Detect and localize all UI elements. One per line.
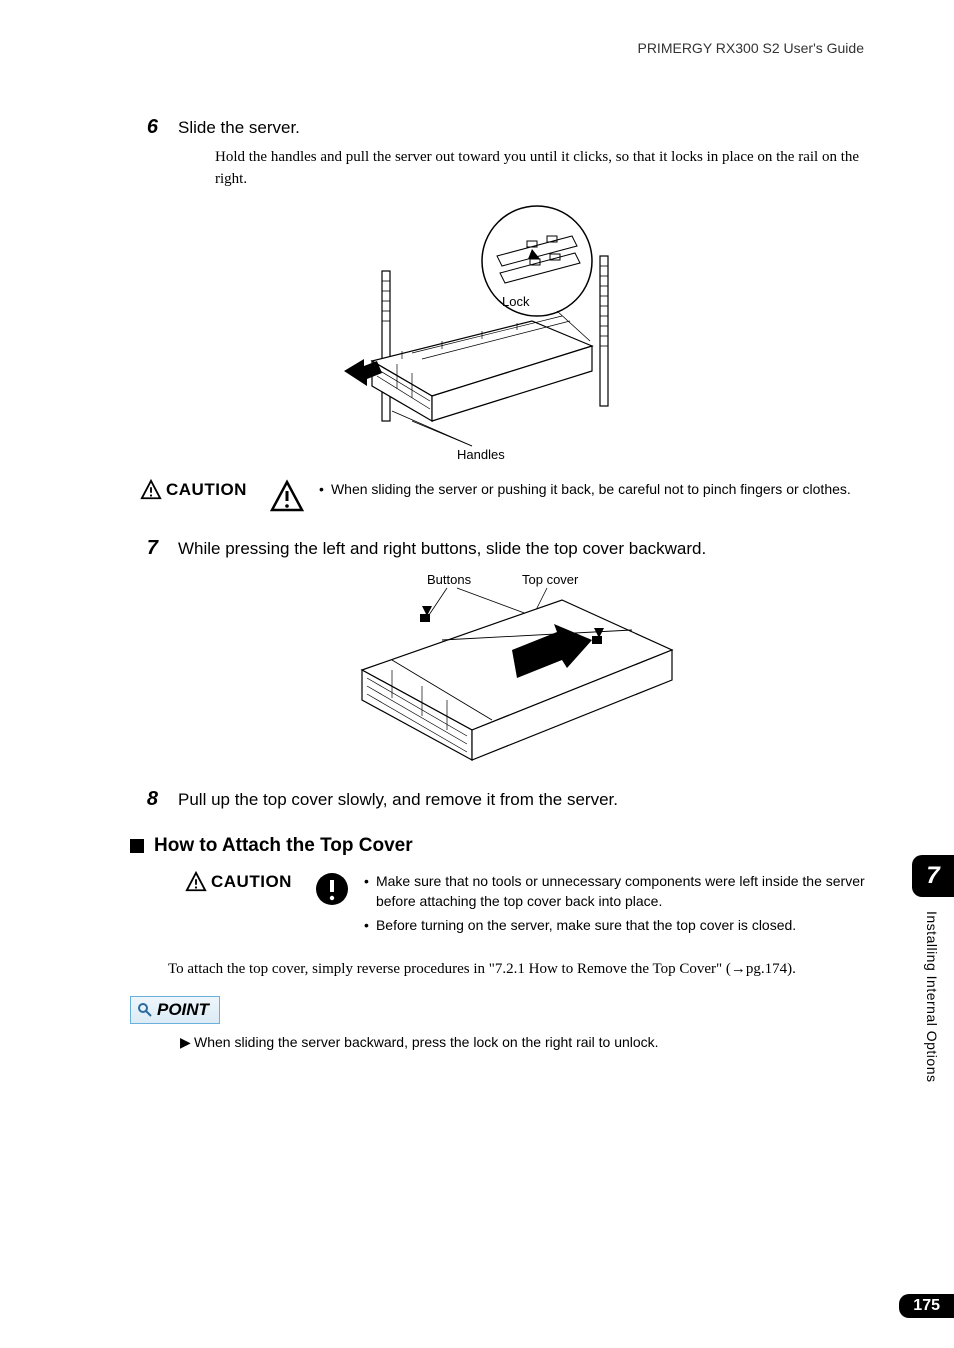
caution-1-label: CAUTION — [140, 479, 247, 501]
section-attach-heading: How to Attach the Top Cover — [130, 835, 894, 857]
triangle-bullet-icon: ▶ — [180, 1034, 194, 1051]
chapter-title-vertical: Installing Internal Options — [924, 911, 940, 1082]
step-8: 8 Pull up the top cover slowly, and remo… — [130, 788, 894, 811]
step-6-number: 6 — [130, 116, 178, 139]
caution-block-2: CAUTION •Make sure that no tools or unne… — [185, 871, 894, 940]
step-6-title: Slide the server. — [178, 116, 300, 138]
step-7-title: While pressing the left and right button… — [178, 537, 706, 559]
step-7-number: 7 — [130, 537, 178, 560]
step-7: 7 While pressing the left and right butt… — [130, 537, 894, 560]
point-text: ▶ When sliding the server backward, pres… — [180, 1034, 894, 1051]
magnifier-icon — [137, 1002, 153, 1018]
section-square-icon — [130, 839, 144, 853]
step-8-title: Pull up the top cover slowly, and remove… — [178, 788, 618, 810]
point-label: POINT — [130, 996, 220, 1024]
caution-2-label-text: CAUTION — [211, 872, 292, 892]
caution-block-1: CAUTION •When sliding the server or push… — [140, 479, 894, 515]
chapter-number-tab: 7 — [912, 855, 954, 897]
diagram-top-cover: Buttons Top cover — [130, 570, 894, 770]
point-label-text: POINT — [157, 1000, 209, 1020]
step-6: 6 Slide the server. — [130, 116, 894, 139]
warning-triangle-icon — [185, 871, 207, 893]
caution-2-label: CAUTION — [185, 871, 292, 893]
warning-triangle-large-icon — [269, 479, 305, 515]
section-attach-body: To attach the top cover, simply reverse … — [168, 961, 894, 978]
caution-1-text: •When sliding the server or pushing it b… — [319, 479, 851, 503]
diagram2-topcover-label: Top cover — [522, 572, 579, 587]
caution-2-text: •Make sure that no tools or unnecessary … — [364, 871, 894, 940]
side-tab: 7 Installing Internal Options — [910, 855, 954, 1082]
section-attach-heading-text: How to Attach the Top Cover — [154, 835, 413, 857]
warning-triangle-icon — [140, 479, 162, 501]
step-8-number: 8 — [130, 788, 178, 811]
page-container: PRIMERGY RX300 S2 User's Guide 6 Slide t… — [0, 0, 954, 1348]
diagram-slide-server: Lock Handles — [130, 201, 894, 461]
info-circle-icon — [314, 871, 350, 907]
diagram2-buttons-label: Buttons — [427, 572, 472, 587]
diagram1-handles-label: Handles — [457, 447, 505, 461]
step-6-body: Hold the handles and pull the server out… — [215, 147, 894, 191]
header-guide-title: PRIMERGY RX300 S2 User's Guide — [130, 40, 894, 56]
diagram1-lock-label: Lock — [502, 294, 530, 309]
page-number: 175 — [899, 1294, 954, 1318]
caution-1-label-text: CAUTION — [166, 480, 247, 500]
point-block: POINT ▶ When sliding the server backward… — [130, 996, 894, 1051]
